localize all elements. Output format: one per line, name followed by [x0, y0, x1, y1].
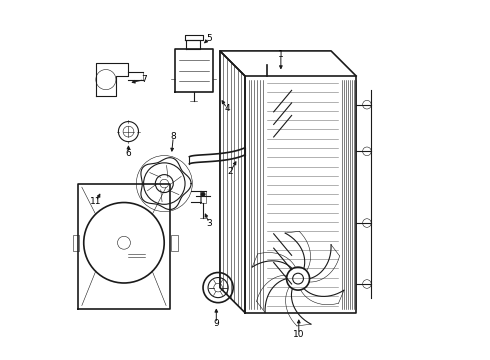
- Text: 8: 8: [171, 132, 176, 141]
- Text: 2: 2: [228, 167, 233, 176]
- Text: 7: 7: [142, 75, 147, 84]
- Text: 10: 10: [293, 330, 305, 339]
- Text: 11: 11: [91, 197, 102, 206]
- Text: 3: 3: [206, 219, 212, 228]
- Circle shape: [201, 192, 205, 197]
- Text: 1: 1: [278, 50, 284, 59]
- Bar: [73, 235, 79, 251]
- Text: 5: 5: [206, 34, 212, 43]
- Text: 6: 6: [125, 149, 131, 158]
- Bar: [172, 235, 178, 251]
- Text: 9: 9: [214, 319, 219, 328]
- Text: 4: 4: [224, 104, 230, 113]
